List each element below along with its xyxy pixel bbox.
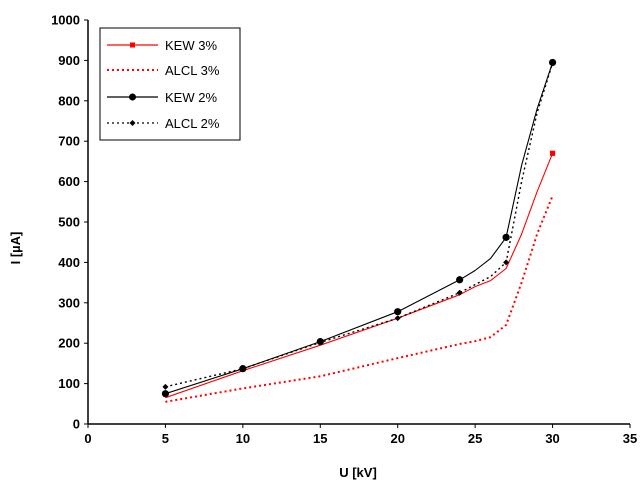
data-point [394,308,402,316]
legend-box [99,27,241,141]
legend-marker-kew-2 [129,93,136,101]
data-point [502,233,510,241]
series-alcl-3 [165,195,554,403]
y-tick-label: 700 [58,134,80,149]
x-tick-label: 10 [236,431,250,446]
series-line-alcl-3 [165,195,554,403]
series-alcl-2 [162,60,556,390]
y-axis-ticks: 0 100 200 300 400 500 600 700 800 900 1000 [51,13,88,432]
y-tick-label: 400 [58,255,80,270]
series-line-kew-2 [165,62,554,395]
y-tick-label: 900 [58,53,80,68]
series-line-kew-3 [165,153,554,399]
series-line-alcl-2 [165,62,554,388]
legend-label-kew-2: KEW 2% [165,90,217,105]
data-point [549,150,556,156]
data-point [549,60,556,67]
y-tick-label: 300 [58,295,80,310]
x-tick-label: 15 [313,431,327,446]
data-point [239,365,246,372]
legend-entry-alcl-2: ALCL 2% [107,116,220,131]
legend-label-alcl-3: ALCL 3% [165,63,220,78]
legend-marker-kew-3 [130,42,135,48]
legend-marker-alcl-2 [129,120,136,126]
x-axis-ticks: 0 5 10 15 20 25 30 35 [84,424,637,446]
legend: KEW 3% ALCL 3% KEW 2% ALCL 2% [99,27,241,141]
y-tick-label: 100 [58,376,80,391]
legend-label-alcl-2: ALCL 2% [165,116,220,131]
data-point [394,315,401,322]
legend-entry-kew-3: KEW 3% [107,38,217,53]
y-tick-label: 800 [58,93,80,108]
data-point [162,383,169,390]
legend-entry-alcl-3: ALCL 3% [107,63,220,78]
x-axis-title: U [kV] [339,465,377,480]
legend-label-kew-3: KEW 3% [165,38,217,53]
x-tick-label: 25 [468,431,482,446]
x-tick-label: 0 [84,431,91,446]
series-kew-3 [165,150,556,399]
x-tick-label: 30 [545,431,559,446]
legend-entry-kew-2: KEW 2% [107,90,217,105]
y-tick-label: 200 [58,336,80,351]
y-axis-title: I [µA] [8,232,23,265]
series-group [161,58,557,403]
x-tick-label: 35 [623,431,637,446]
data-point [456,276,464,284]
y-tick-label: 1000 [51,13,80,28]
y-tick-label: 500 [58,215,80,230]
y-tick-label: 600 [58,174,80,189]
data-point [456,289,463,296]
data-point [317,339,324,346]
x-tick-label: 5 [162,431,169,446]
x-tick-label: 20 [390,431,404,446]
data-point [503,259,510,266]
y-tick-label: 0 [73,417,80,432]
data-point [161,390,170,398]
